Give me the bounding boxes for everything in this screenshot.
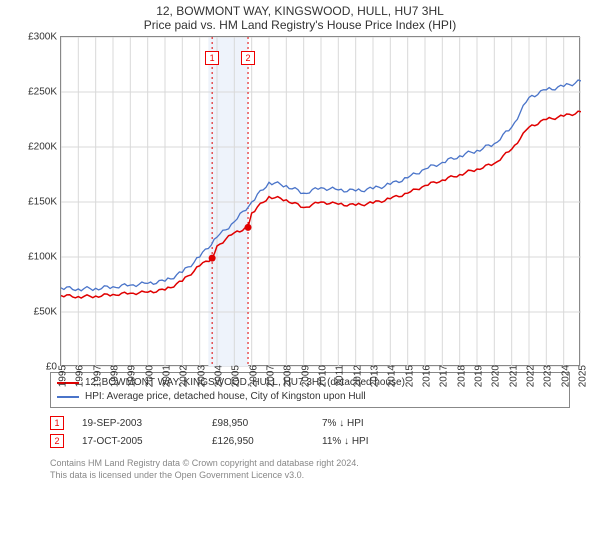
footer: Contains HM Land Registry data © Crown c… bbox=[50, 458, 570, 481]
sales-table: 1 19-SEP-2003 £98,950 7% ↓ HPI 2 17-OCT-… bbox=[50, 414, 570, 450]
sale-row: 1 19-SEP-2003 £98,950 7% ↓ HPI bbox=[50, 414, 570, 432]
x-axis-label: 1995 bbox=[54, 365, 69, 387]
x-axis-label: 2018 bbox=[452, 365, 467, 387]
x-axis-label: 2004 bbox=[210, 365, 225, 387]
x-axis-label: 1996 bbox=[71, 365, 86, 387]
x-axis-label: 2012 bbox=[348, 365, 363, 387]
x-axis-label: 2009 bbox=[296, 365, 311, 387]
y-axis-label: £100K bbox=[28, 252, 61, 263]
plot-region: 12£0£50K£100K£150K£200K£250K£300K1995199… bbox=[60, 36, 580, 366]
legend-swatch-icon bbox=[57, 396, 79, 398]
chart-subtitle: Price paid vs. HM Land Registry's House … bbox=[0, 18, 600, 36]
sale-vs-hpi: 11% ↓ HPI bbox=[322, 436, 442, 447]
sale-price: £98,950 bbox=[212, 418, 322, 429]
x-axis-label: 2019 bbox=[470, 365, 485, 387]
y-axis-label: £250K bbox=[28, 87, 61, 98]
x-axis-label: 2021 bbox=[504, 365, 519, 387]
chart-title: 12, BOWMONT WAY, KINGSWOOD, HULL, HU7 3H… bbox=[0, 0, 600, 18]
x-axis-label: 2022 bbox=[522, 365, 537, 387]
x-axis-label: 1997 bbox=[88, 365, 103, 387]
sale-date: 17-OCT-2005 bbox=[82, 436, 212, 447]
sale-price: £126,950 bbox=[212, 436, 322, 447]
footer-licence: This data is licensed under the Open Gov… bbox=[50, 470, 570, 482]
x-axis-label: 2023 bbox=[539, 365, 554, 387]
x-axis-label: 2002 bbox=[175, 365, 190, 387]
sale-marker-icon: 2 bbox=[241, 51, 255, 65]
chart-container: 12, BOWMONT WAY, KINGSWOOD, HULL, HU7 3H… bbox=[0, 0, 600, 560]
x-axis-label: 1999 bbox=[123, 365, 138, 387]
x-axis-label: 1998 bbox=[106, 365, 121, 387]
x-axis-label: 2000 bbox=[140, 365, 155, 387]
x-axis-label: 2011 bbox=[331, 365, 346, 387]
x-axis-label: 2005 bbox=[227, 365, 242, 387]
x-axis-label: 2007 bbox=[262, 365, 277, 387]
x-axis-label: 2001 bbox=[158, 365, 173, 387]
x-axis-label: 2020 bbox=[487, 365, 502, 387]
x-axis-label: 2008 bbox=[279, 365, 294, 387]
footer-copyright: Contains HM Land Registry data © Crown c… bbox=[50, 458, 570, 470]
x-axis-label: 2013 bbox=[366, 365, 381, 387]
sale-row: 2 17-OCT-2005 £126,950 11% ↓ HPI bbox=[50, 432, 570, 450]
x-axis-label: 2014 bbox=[383, 365, 398, 387]
y-axis-label: £200K bbox=[28, 142, 61, 153]
x-axis-label: 2015 bbox=[400, 365, 415, 387]
chart-area: 12£0£50K£100K£150K£200K£250K£300K1995199… bbox=[10, 36, 590, 366]
x-axis-label: 2025 bbox=[574, 365, 589, 387]
sale-marker-icon: 2 bbox=[50, 434, 64, 448]
legend-item-hpi: HPI: Average price, detached house, City… bbox=[57, 390, 563, 404]
x-axis-label: 2010 bbox=[314, 365, 329, 387]
x-axis-label: 2003 bbox=[192, 365, 207, 387]
y-axis-label: £150K bbox=[28, 197, 61, 208]
x-axis-label: 2016 bbox=[418, 365, 433, 387]
sale-vs-hpi: 7% ↓ HPI bbox=[322, 418, 442, 429]
sale-marker-icon: 1 bbox=[205, 51, 219, 65]
sale-date: 19-SEP-2003 bbox=[82, 418, 212, 429]
sale-marker-icon: 1 bbox=[50, 416, 64, 430]
y-axis-label: £50K bbox=[34, 307, 61, 318]
legend-label: HPI: Average price, detached house, City… bbox=[85, 390, 366, 404]
x-axis-label: 2024 bbox=[556, 365, 571, 387]
x-axis-label: 2006 bbox=[244, 365, 259, 387]
x-axis-label: 2017 bbox=[435, 365, 450, 387]
y-axis-label: £300K bbox=[28, 32, 61, 43]
